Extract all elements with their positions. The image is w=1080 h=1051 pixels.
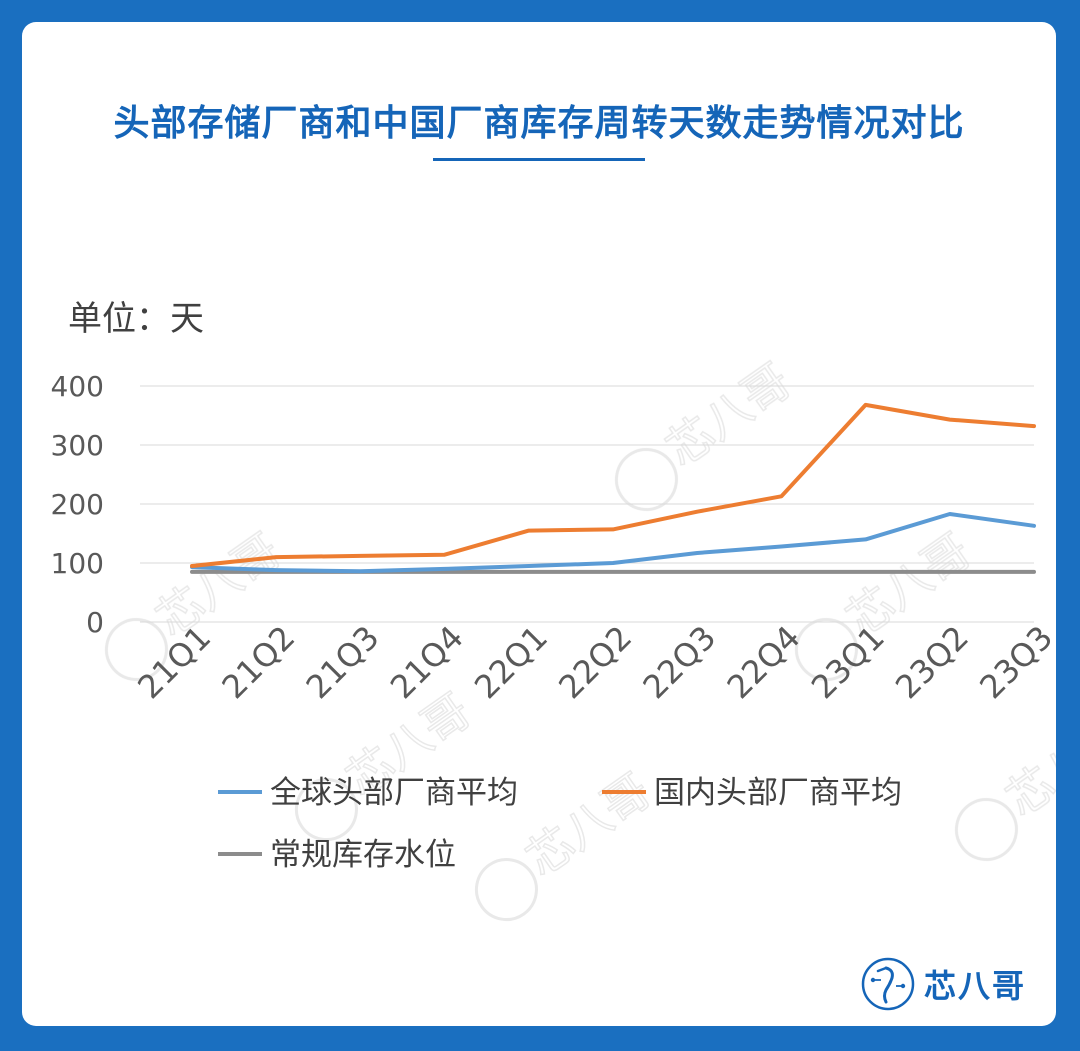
series-line [190,512,1036,574]
legend-item: 国内头部厂商平均 [602,775,902,811]
x-tick-label: 22Q3 [635,618,723,706]
watermark-logo-icon [954,798,1018,862]
brand-logo: 芯八哥 [860,954,1026,1014]
chart-title: 头部存储厂商和中国厂商库存周转天数走势情况对比 [113,103,965,144]
gridlines [140,385,1034,623]
x-tick-label: 23Q2 [888,618,976,706]
x-tick-label: 22Q1 [467,618,555,706]
legend-label: 国内头部厂商平均 [654,775,902,811]
legend-item: 全球头部厂商平均 [218,775,518,811]
chart-card: 头部存储厂商和中国厂商库存周转天数走势情况对比 芯八哥 芯八哥 芯八哥 芯八哥 芯八哥芯… [22,22,1056,1026]
title-underline [433,158,645,161]
unit-label: 单位：天 [68,299,204,339]
y-axis-tick-labels: 400 300 200 100 0 [51,370,104,639]
watermark-logo-icon [794,618,858,682]
watermark-logo-icon [474,858,538,922]
watermark: 芯八哥 [954,703,1056,862]
x-tick-label: 21Q3 [299,618,387,706]
legend-item: 常规库存水位 [218,837,456,873]
x-tick-label: 21Q4 [383,618,471,706]
heron-logo-icon [861,957,915,1011]
watermark-logo-icon [294,778,358,842]
legend-label: 常规库存水位 [270,837,456,873]
watermark-text: 芯八哥 [656,353,800,476]
watermark-logo-icon [104,618,168,682]
watermark-text: 芯八哥 [516,763,660,886]
y-tick-label: 100 [51,547,104,580]
x-tick-label: 23Q3 [972,618,1056,706]
y-tick-label: 400 [51,370,104,403]
y-tick-label: 300 [51,429,104,462]
brand-name: 芯八哥 [924,967,1027,1005]
watermark: 芯八哥 [294,683,481,842]
x-axis-tick-labels: 21Q121Q221Q321Q422Q122Q222Q322Q423Q123Q2… [130,618,1056,706]
legend-label: 全球头部厂商平均 [270,775,518,811]
x-tick-label: 22Q2 [551,618,639,706]
y-tick-label: 200 [51,488,104,521]
series-lines [190,402,1036,574]
y-tick-label: 0 [86,606,104,639]
x-tick-label: 21Q2 [214,618,302,706]
watermark-text: 芯八哥 [996,703,1056,826]
x-tick-label: 22Q4 [720,618,808,706]
series-line [190,402,1036,568]
